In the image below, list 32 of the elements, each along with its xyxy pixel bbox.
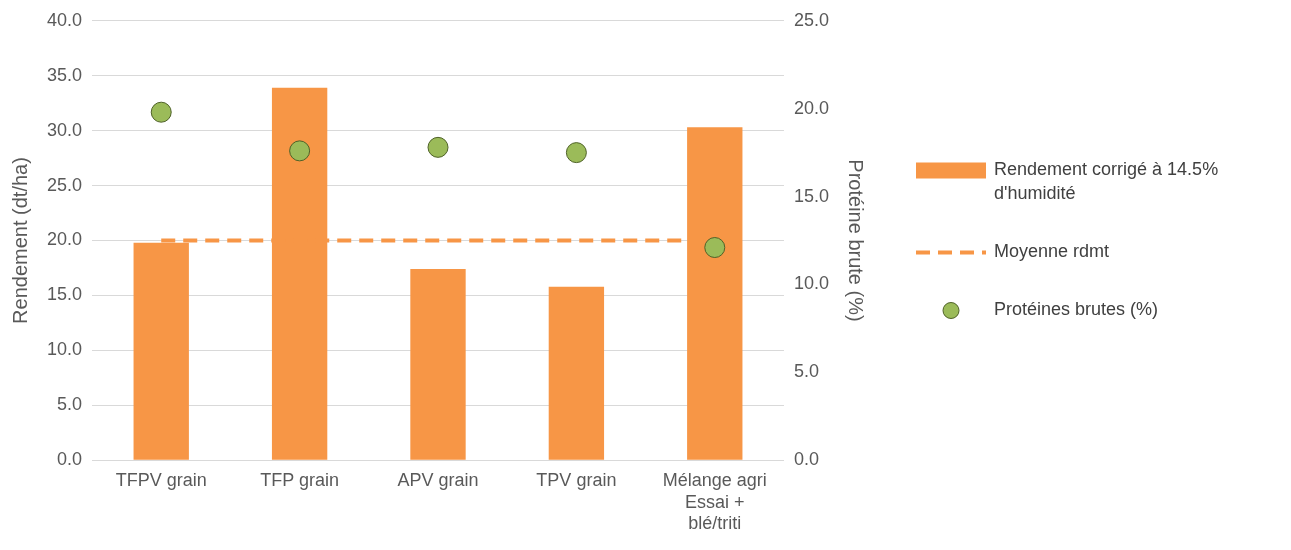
y2-tick-label: 20.0: [793, 97, 830, 118]
point: [150, 101, 172, 123]
point: [427, 136, 449, 158]
bar: [410, 269, 466, 460]
x-tick-label: TFPV grain: [115, 469, 207, 490]
x-tick-label: TPV grain: [536, 469, 617, 490]
x-tick-label: APV grain: [397, 469, 479, 490]
x-tick-label: Mélange agri Essai + blé/triti: [662, 469, 767, 534]
legend-label: Protéines brutes (%): [994, 299, 1159, 320]
y-axis-title: Rendement (dt/ha): [8, 157, 31, 324]
legend-label: Rendement corrigé à 14.5% d'humidité: [994, 159, 1219, 204]
y2-axis-title: Protéine brute (%): [845, 159, 868, 322]
legend-label: Moyenne rdmt: [994, 241, 1110, 262]
y2-tick-label: 5.0: [793, 361, 819, 382]
y-tick-label: 5.0: [57, 394, 83, 415]
point: [704, 237, 726, 259]
x-tick-label: TFP grain: [260, 469, 339, 490]
y2-tick-label: 15.0: [793, 185, 830, 206]
point: [289, 140, 311, 162]
y-tick-label: 0.0: [57, 449, 83, 470]
y-tick-label: 40.0: [46, 9, 83, 30]
y-tick-label: 35.0: [46, 64, 83, 85]
y-tick-label: 20.0: [46, 229, 83, 250]
y2-tick-label: 0.0: [793, 449, 819, 470]
y2-tick-label: 10.0: [793, 273, 830, 294]
y-tick-label: 25.0: [46, 174, 83, 195]
y-tick-label: 15.0: [46, 284, 83, 305]
bar: [548, 286, 605, 460]
y-tick-label: 30.0: [46, 119, 83, 140]
y-tick-label: 10.0: [46, 339, 83, 360]
y2-tick-label: 25.0: [793, 9, 830, 30]
point: [565, 142, 587, 164]
